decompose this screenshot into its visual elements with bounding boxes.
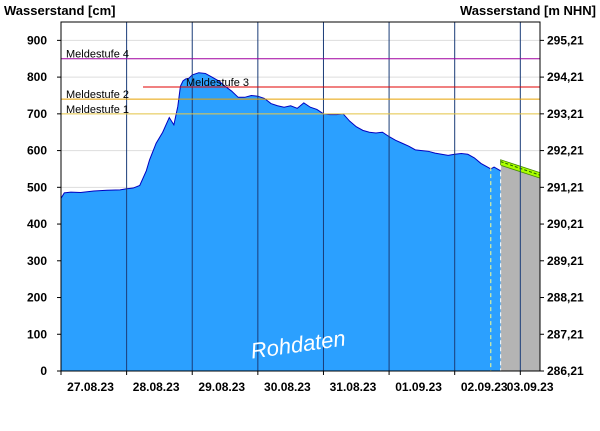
x-tick-label: 02.09.23 — [461, 380, 508, 394]
y-tick-label-right: 293,21 — [547, 107, 584, 121]
water-level-area — [61, 72, 501, 371]
left-axis-title: Wasserstand [cm] — [4, 3, 116, 18]
y-tick-label-right: 290,21 — [547, 217, 584, 231]
y-tick-label-left: 900 — [27, 33, 47, 47]
axes: 0 100 200 300 400 500 600 700 800 900 286,21 287,21… — [27, 21, 584, 394]
stage-label: Meldestufe 1 — [66, 104, 129, 116]
y-tick-label-right: 295,21 — [547, 33, 584, 47]
plot-frame — [60, 21, 541, 372]
x-tick-label: 03.09.23 — [507, 380, 554, 394]
y-tick-label-left: 700 — [27, 107, 47, 121]
y-tick-label-right: 288,21 — [547, 291, 584, 305]
right-axis-title: Wasserstand [m NHN] — [460, 3, 596, 18]
y-tick-label-left: 200 — [27, 291, 47, 305]
stage-label: Meldestufe 4 — [66, 49, 129, 61]
y-tick-label-left: 100 — [27, 327, 47, 341]
y-tick-label-left: 600 — [27, 144, 47, 158]
x-tick-label: 30.08.23 — [264, 380, 311, 394]
x-tick-label: 28.08.23 — [133, 380, 180, 394]
y-tick-label-left: 400 — [27, 217, 47, 231]
stage-label: Meldestufe 3 — [186, 77, 249, 89]
data-layer — [60, 22, 541, 371]
water-level-line — [60, 72, 501, 199]
y-tick-label-left: 0 — [40, 364, 47, 378]
x-tick-label: 31.08.23 — [330, 380, 377, 394]
y-tick-label-right: 289,21 — [547, 254, 584, 268]
y-tick-label-left: 300 — [27, 254, 47, 268]
x-tick-label: 01.09.23 — [395, 380, 442, 394]
y-tick-label-left: 800 — [27, 70, 47, 84]
y-tick-label-right: 286,21 — [547, 364, 584, 378]
warning-stages: Meldestufe 4 Meldestufe 3 Meldestufe 2 Meld… — [61, 49, 540, 116]
y-tick-label-right: 294,21 — [547, 70, 584, 84]
y-tick-label-left: 500 — [27, 180, 47, 194]
x-tick-label: 29.08.23 — [198, 380, 245, 394]
stage-label: Meldestufe 2 — [66, 89, 129, 101]
y-tick-label-right: 291,21 — [547, 180, 584, 194]
x-tick-label: 27.08.23 — [67, 380, 114, 394]
y-tick-label-right: 287,21 — [547, 327, 584, 341]
y-tick-label-right: 292,21 — [547, 144, 584, 158]
